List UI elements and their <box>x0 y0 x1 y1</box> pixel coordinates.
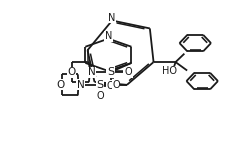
Text: HO: HO <box>162 66 177 76</box>
Text: O: O <box>107 81 114 91</box>
Text: O: O <box>67 67 75 77</box>
Text: N: N <box>77 80 85 90</box>
Text: O: O <box>112 80 120 90</box>
Text: O: O <box>97 91 105 101</box>
Text: O: O <box>125 67 132 77</box>
Text: S: S <box>97 80 104 90</box>
Text: S: S <box>107 67 114 77</box>
Text: N: N <box>108 13 116 23</box>
Text: N: N <box>88 67 96 77</box>
Text: O: O <box>56 80 65 90</box>
Text: N: N <box>105 31 112 41</box>
